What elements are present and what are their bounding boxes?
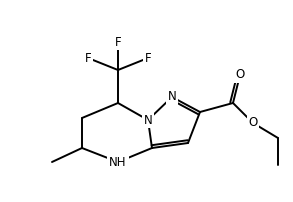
Text: O: O [235, 68, 245, 81]
Text: N: N [168, 90, 176, 103]
Text: F: F [85, 52, 91, 64]
Text: N: N [144, 114, 152, 126]
Text: NH: NH [109, 156, 127, 168]
Text: F: F [115, 36, 121, 48]
Text: O: O [248, 117, 258, 129]
Text: F: F [145, 52, 151, 64]
